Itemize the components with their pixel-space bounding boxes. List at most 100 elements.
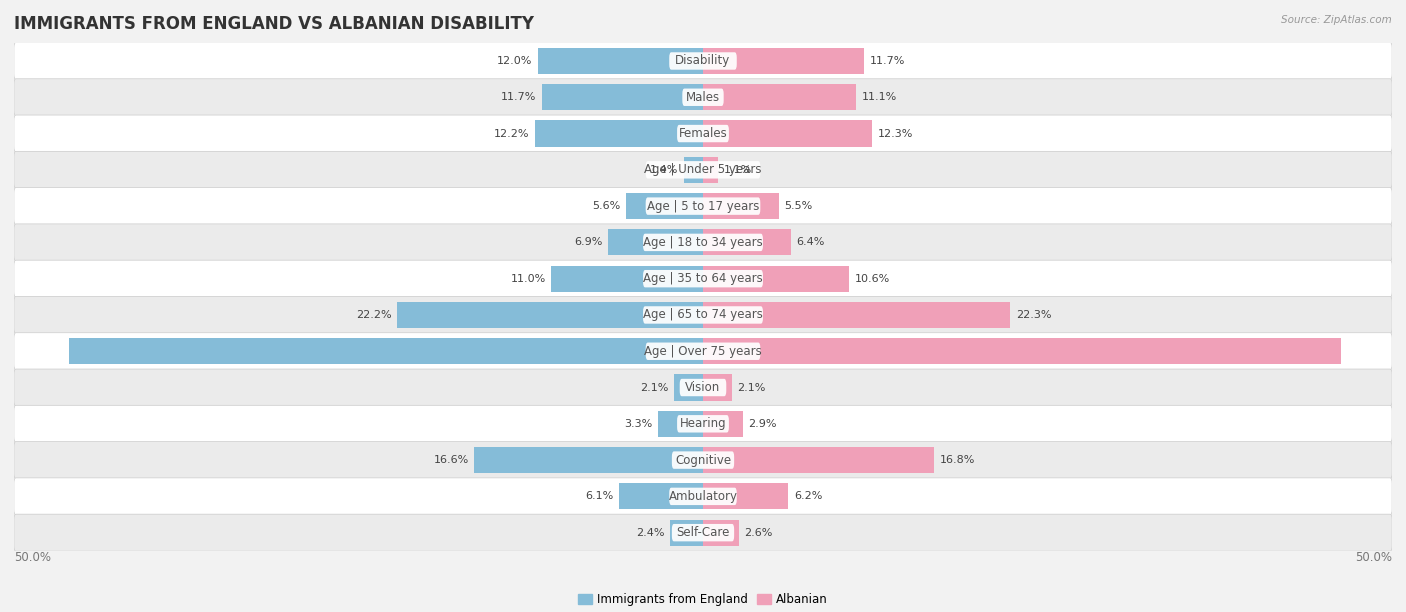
Text: Ambulatory: Ambulatory bbox=[668, 490, 738, 503]
Text: 50.0%: 50.0% bbox=[14, 551, 51, 564]
Text: Self-Care: Self-Care bbox=[676, 526, 730, 539]
Text: 6.9%: 6.9% bbox=[574, 237, 602, 247]
Bar bbox=[69, 338, 703, 364]
FancyBboxPatch shape bbox=[14, 369, 1392, 406]
Bar bbox=[703, 375, 733, 401]
Text: 2.1%: 2.1% bbox=[738, 382, 766, 392]
Bar bbox=[703, 157, 718, 183]
Text: 12.3%: 12.3% bbox=[877, 129, 914, 138]
FancyBboxPatch shape bbox=[14, 405, 1392, 442]
Bar bbox=[551, 266, 703, 292]
FancyBboxPatch shape bbox=[643, 270, 763, 288]
Text: 11.1%: 11.1% bbox=[862, 92, 897, 102]
Text: 6.4%: 6.4% bbox=[797, 237, 825, 247]
Bar bbox=[537, 48, 703, 74]
Text: 3.3%: 3.3% bbox=[624, 419, 652, 429]
Text: Age | 65 to 74 years: Age | 65 to 74 years bbox=[643, 308, 763, 321]
Text: 6.2%: 6.2% bbox=[794, 491, 823, 501]
Bar bbox=[619, 483, 703, 509]
Text: Age | Under 5 years: Age | Under 5 years bbox=[644, 163, 762, 176]
FancyBboxPatch shape bbox=[14, 224, 1392, 261]
FancyBboxPatch shape bbox=[14, 79, 1392, 116]
Text: Source: ZipAtlas.com: Source: ZipAtlas.com bbox=[1281, 15, 1392, 25]
FancyBboxPatch shape bbox=[679, 379, 727, 396]
Text: IMMIGRANTS FROM ENGLAND VS ALBANIAN DISABILITY: IMMIGRANTS FROM ENGLAND VS ALBANIAN DISA… bbox=[14, 15, 534, 33]
FancyBboxPatch shape bbox=[14, 115, 1392, 152]
Text: 46.3%: 46.3% bbox=[1347, 346, 1385, 356]
FancyBboxPatch shape bbox=[14, 333, 1392, 370]
Text: Males: Males bbox=[686, 91, 720, 104]
Bar bbox=[673, 375, 703, 401]
FancyBboxPatch shape bbox=[14, 478, 1392, 515]
Text: 1.1%: 1.1% bbox=[724, 165, 752, 175]
FancyBboxPatch shape bbox=[14, 514, 1392, 551]
Text: 2.4%: 2.4% bbox=[636, 528, 665, 538]
FancyBboxPatch shape bbox=[645, 198, 761, 215]
Text: 10.6%: 10.6% bbox=[855, 274, 890, 284]
FancyBboxPatch shape bbox=[672, 452, 734, 469]
Text: Age | 5 to 17 years: Age | 5 to 17 years bbox=[647, 200, 759, 212]
Legend: Immigrants from England, Albanian: Immigrants from England, Albanian bbox=[574, 589, 832, 611]
Text: 6.1%: 6.1% bbox=[585, 491, 613, 501]
FancyBboxPatch shape bbox=[14, 260, 1392, 297]
Bar bbox=[703, 483, 789, 509]
Bar bbox=[703, 520, 738, 546]
Text: 1.4%: 1.4% bbox=[650, 165, 678, 175]
Text: Age | 18 to 34 years: Age | 18 to 34 years bbox=[643, 236, 763, 249]
Text: Disability: Disability bbox=[675, 54, 731, 67]
Bar bbox=[541, 84, 703, 110]
Bar bbox=[703, 338, 1341, 364]
FancyBboxPatch shape bbox=[14, 442, 1392, 479]
FancyBboxPatch shape bbox=[678, 415, 728, 433]
Text: 5.5%: 5.5% bbox=[785, 201, 813, 211]
FancyBboxPatch shape bbox=[14, 188, 1392, 225]
Bar bbox=[703, 84, 856, 110]
Bar bbox=[607, 230, 703, 255]
Bar bbox=[703, 266, 849, 292]
Text: 12.0%: 12.0% bbox=[496, 56, 531, 66]
Bar bbox=[396, 302, 703, 328]
Text: 11.7%: 11.7% bbox=[501, 92, 536, 102]
Text: 2.9%: 2.9% bbox=[748, 419, 778, 429]
Text: 22.3%: 22.3% bbox=[1015, 310, 1052, 320]
Text: 5.6%: 5.6% bbox=[592, 201, 620, 211]
Bar bbox=[626, 193, 703, 219]
Bar bbox=[703, 48, 865, 74]
FancyBboxPatch shape bbox=[682, 89, 724, 106]
FancyBboxPatch shape bbox=[14, 42, 1392, 80]
Text: Age | 35 to 64 years: Age | 35 to 64 years bbox=[643, 272, 763, 285]
FancyBboxPatch shape bbox=[669, 488, 737, 505]
FancyBboxPatch shape bbox=[14, 296, 1392, 334]
FancyBboxPatch shape bbox=[643, 234, 763, 251]
Text: Cognitive: Cognitive bbox=[675, 453, 731, 466]
Text: 12.2%: 12.2% bbox=[494, 129, 530, 138]
FancyBboxPatch shape bbox=[669, 52, 737, 70]
Text: 2.1%: 2.1% bbox=[640, 382, 669, 392]
FancyBboxPatch shape bbox=[645, 161, 761, 179]
FancyBboxPatch shape bbox=[672, 524, 734, 542]
FancyBboxPatch shape bbox=[645, 343, 761, 360]
Text: 50.0%: 50.0% bbox=[1355, 551, 1392, 564]
Text: 16.6%: 16.6% bbox=[433, 455, 468, 465]
Bar bbox=[703, 193, 779, 219]
Bar bbox=[658, 411, 703, 437]
Text: 2.6%: 2.6% bbox=[744, 528, 773, 538]
Bar bbox=[669, 520, 703, 546]
Bar bbox=[703, 230, 792, 255]
Bar bbox=[703, 447, 935, 473]
FancyBboxPatch shape bbox=[678, 125, 728, 142]
Bar bbox=[474, 447, 703, 473]
Text: 16.8%: 16.8% bbox=[941, 455, 976, 465]
Bar bbox=[683, 157, 703, 183]
Text: Vision: Vision bbox=[685, 381, 721, 394]
FancyBboxPatch shape bbox=[643, 306, 763, 324]
FancyBboxPatch shape bbox=[14, 151, 1392, 188]
Text: Age | Over 75 years: Age | Over 75 years bbox=[644, 345, 762, 358]
Text: Hearing: Hearing bbox=[679, 417, 727, 430]
Bar bbox=[534, 121, 703, 147]
Bar bbox=[703, 121, 873, 147]
Text: Females: Females bbox=[679, 127, 727, 140]
Text: 22.2%: 22.2% bbox=[356, 310, 392, 320]
Text: 11.0%: 11.0% bbox=[510, 274, 546, 284]
Bar bbox=[703, 302, 1011, 328]
